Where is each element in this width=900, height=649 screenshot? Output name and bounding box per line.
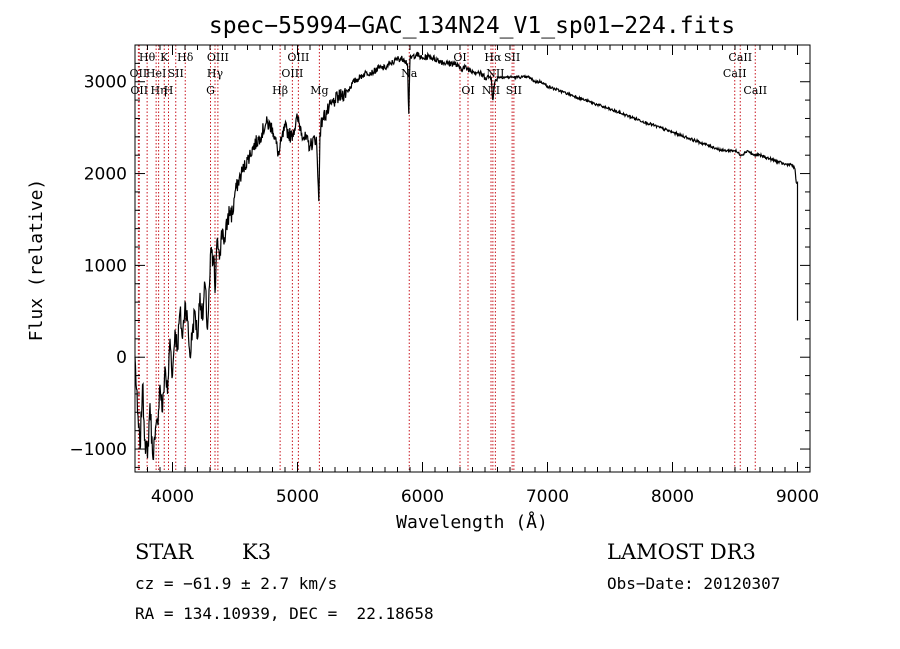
spectral-line-labels: OII OII Hθ HeI Hη K H SII Hδ G Hγ OIII Hβ OIII OIII Mg N… bbox=[130, 51, 768, 97]
line-label: Hβ bbox=[272, 84, 288, 97]
x-tick-label: 4000 bbox=[151, 487, 194, 507]
line-label: OIII bbox=[281, 67, 303, 80]
line-label: CaII bbox=[723, 67, 747, 80]
y-tick-label: 3000 bbox=[84, 73, 127, 93]
line-label: OIII bbox=[287, 51, 309, 64]
observation-date: Obs−Date: 20120307 bbox=[607, 574, 781, 593]
line-label: Hα bbox=[484, 51, 502, 64]
x-tick-label: 9000 bbox=[776, 487, 819, 507]
y-axis-label: Flux (relative) bbox=[26, 179, 47, 342]
plot-frame bbox=[134, 44, 811, 473]
line-label: OII bbox=[130, 67, 148, 80]
line-label: HeI bbox=[146, 67, 166, 80]
line-label: Hη bbox=[151, 84, 167, 97]
x-tick-label: 8000 bbox=[651, 487, 694, 507]
x-tick-label: 6000 bbox=[401, 487, 444, 507]
spectral-line-markers bbox=[137, 45, 756, 472]
x-axis-label: Wavelength (Å) bbox=[396, 511, 548, 533]
y-axis: −1000 0 1000 2000 3000 bbox=[69, 44, 810, 468]
x-tick-label: 5000 bbox=[276, 487, 319, 507]
y-tick-label: −1000 bbox=[69, 440, 127, 460]
coordinates: RA = 134.10939, DEC = 22.18658 bbox=[135, 604, 434, 623]
x-tick-label: 7000 bbox=[526, 487, 569, 507]
line-label: OI bbox=[461, 84, 474, 97]
y-tick-label: 1000 bbox=[84, 256, 127, 276]
line-label: SII bbox=[504, 51, 520, 64]
spectrum-line bbox=[134, 51, 799, 461]
subclass: K3 bbox=[242, 540, 272, 564]
line-label: G bbox=[206, 84, 215, 97]
line-label: CaII bbox=[743, 84, 767, 97]
y-tick-label: 2000 bbox=[84, 165, 127, 185]
line-label: H bbox=[164, 84, 174, 97]
line-label: SII bbox=[506, 84, 522, 97]
line-label: Hθ bbox=[139, 51, 156, 64]
object-class: STAR bbox=[135, 540, 194, 564]
chart-title: spec−55994−GAC_134N24_V1_sp01−224.fits bbox=[209, 13, 735, 39]
line-label: Hγ bbox=[207, 67, 224, 80]
redshift-velocity: cz = −61.9 ± 2.7 km/s bbox=[135, 574, 338, 593]
line-label: Hδ bbox=[177, 51, 194, 64]
line-label: K bbox=[160, 51, 169, 64]
line-label: OIII bbox=[207, 51, 229, 64]
line-label: OI bbox=[453, 51, 466, 64]
line-label: SII bbox=[168, 67, 184, 80]
line-label: OII bbox=[130, 84, 148, 97]
line-label: NII bbox=[482, 84, 500, 97]
x-axis: 4000 5000 6000 7000 8000 9000 bbox=[147, 45, 819, 507]
line-label: Mg bbox=[310, 84, 328, 97]
y-tick-label: 0 bbox=[116, 348, 127, 368]
survey-name: LAMOST DR3 bbox=[607, 540, 756, 564]
line-label: CaII bbox=[728, 51, 752, 64]
